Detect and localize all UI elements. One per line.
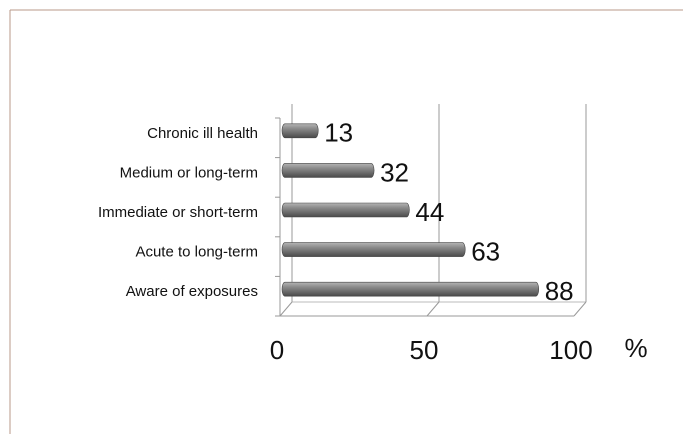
value-label: 13 (324, 118, 353, 148)
grid-line (573, 301, 587, 317)
bar (281, 163, 375, 178)
x-tick-label: 50 (410, 335, 439, 365)
value-label: 32 (380, 157, 409, 187)
value-label: 63 (471, 236, 500, 266)
grid-line (426, 301, 440, 317)
bar (281, 242, 466, 257)
category-label: Chronic ill health (147, 125, 258, 142)
category-label: Aware of exposures (126, 283, 258, 300)
x-tick-label: 100 (549, 335, 592, 365)
value-label: 88 (545, 276, 574, 306)
value-label: 44 (415, 197, 444, 227)
grid-line (279, 301, 293, 317)
bar (281, 281, 540, 297)
category-label: Immediate or short-term (98, 204, 258, 221)
category-label: Medium or long-term (120, 164, 258, 181)
category-label: Acute to long-term (135, 244, 258, 261)
bar (281, 202, 410, 218)
x-tick-label: 0 (270, 335, 284, 365)
bar (281, 123, 319, 139)
x-axis-label: % (624, 333, 647, 363)
